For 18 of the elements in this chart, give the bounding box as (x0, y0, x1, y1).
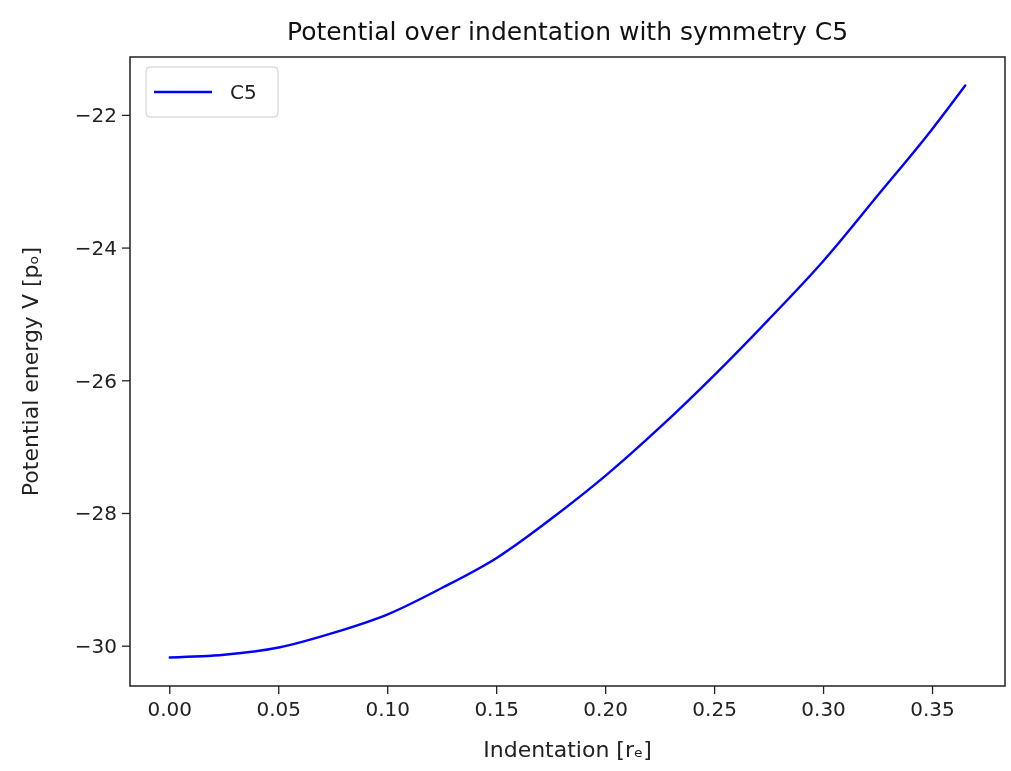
y-tick-label: −24 (74, 236, 117, 261)
y-tick-label: −26 (74, 368, 117, 393)
x-tick-label: 0.35 (910, 697, 955, 721)
x-tick-label: 0.30 (801, 697, 846, 721)
x-tick-label: 0.25 (692, 697, 737, 721)
y-tick-label: −30 (74, 634, 117, 659)
x-axis-title: Indentation [rₑ] (483, 737, 652, 762)
legend-label: C5 (230, 80, 257, 104)
line-series (168, 84, 967, 659)
x-tick-label: 0.05 (256, 697, 301, 721)
x-tick-label: 0.10 (365, 697, 410, 721)
y-tick-label: −22 (74, 103, 117, 128)
x-tick-label: 0.20 (583, 697, 628, 721)
x-tick-label: 0.15 (474, 697, 519, 721)
x-tick-label: 0.00 (147, 697, 193, 721)
y-tick-label: −28 (74, 501, 117, 526)
chart-title: Potential over indentation with symmetry C5 (286, 17, 849, 46)
y-axis-title: Potential energy V [pₒ] (18, 246, 43, 497)
